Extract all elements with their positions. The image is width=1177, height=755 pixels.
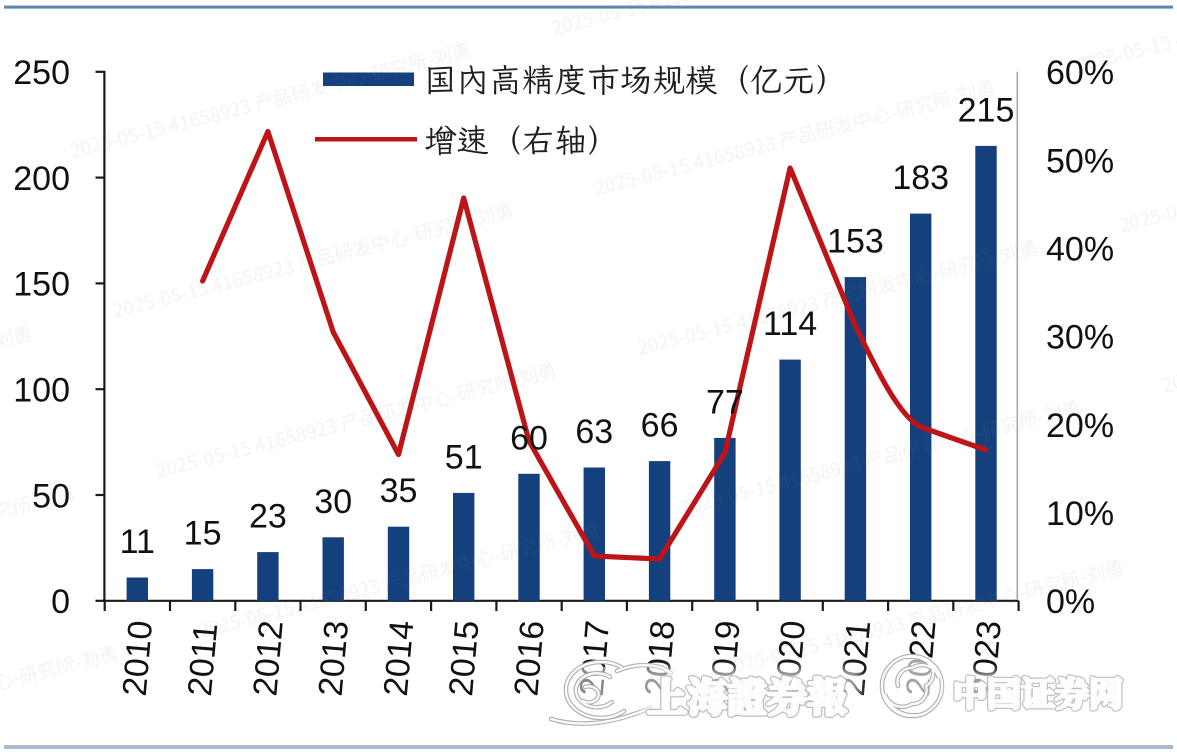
svg-text:20%: 20% [1046, 407, 1114, 445]
svg-text:30%: 30% [1046, 319, 1114, 357]
svg-text:50%: 50% [1046, 142, 1114, 180]
svg-text:0: 0 [51, 583, 70, 621]
svg-text:63: 63 [575, 413, 613, 451]
svg-text:11: 11 [120, 523, 155, 561]
svg-text:153: 153 [827, 223, 884, 261]
svg-text:2016: 2016 [507, 619, 551, 698]
svg-text:2015: 2015 [442, 619, 486, 698]
svg-text:40%: 40% [1046, 230, 1114, 268]
svg-text:30: 30 [314, 483, 352, 521]
svg-text:2013: 2013 [312, 619, 356, 698]
svg-text:2011: 2011 [181, 622, 225, 698]
svg-text:23: 23 [249, 498, 287, 536]
svg-text:2014: 2014 [377, 619, 421, 698]
svg-text:35: 35 [380, 472, 418, 510]
svg-text:66: 66 [641, 407, 679, 445]
svg-text:114: 114 [763, 305, 817, 343]
svg-text:2010: 2010 [116, 619, 160, 698]
svg-text:100: 100 [13, 372, 70, 410]
svg-text:0%: 0% [1046, 583, 1095, 621]
svg-text:250: 250 [13, 54, 70, 92]
svg-text:183: 183 [892, 159, 949, 197]
svg-text:60: 60 [510, 419, 548, 457]
svg-text:150: 150 [13, 266, 70, 304]
svg-text:10%: 10% [1046, 495, 1114, 533]
svg-text:200: 200 [13, 160, 70, 198]
svg-text:2012: 2012 [246, 619, 290, 698]
svg-text:15: 15 [184, 515, 222, 553]
svg-text:51: 51 [445, 438, 483, 476]
svg-text:77: 77 [706, 383, 744, 421]
